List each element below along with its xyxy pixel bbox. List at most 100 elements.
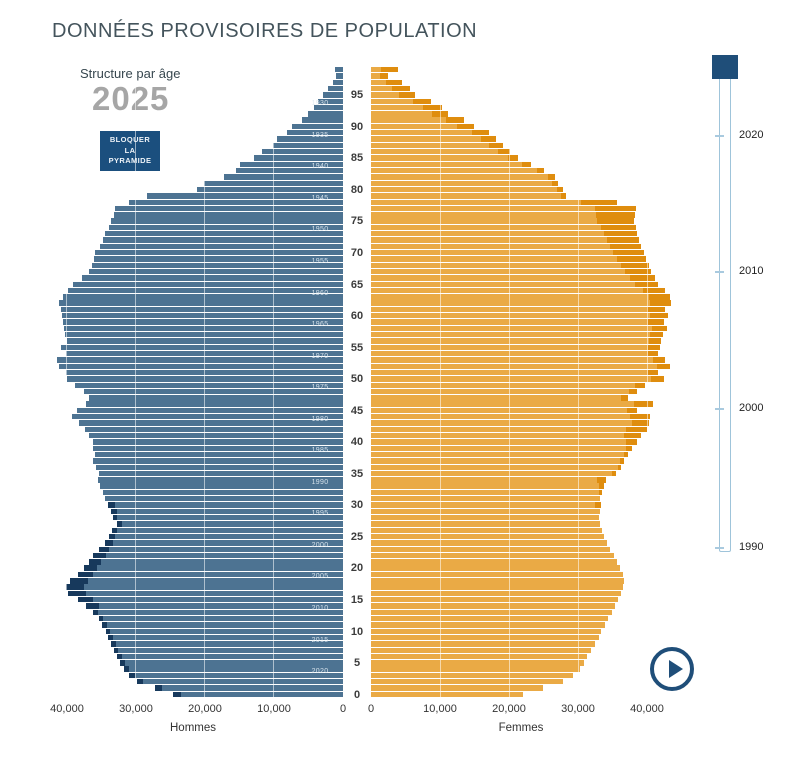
- bar-highlight-tip: [613, 249, 644, 256]
- birth-year-label-1940: 1940: [311, 163, 329, 171]
- birth-year-label-1995: 1995: [311, 510, 329, 518]
- bar-age-22: [93, 552, 343, 559]
- bar-age-80: [371, 186, 563, 193]
- birth-year-label-2020: 2020: [311, 668, 329, 676]
- bar-age-99: [371, 67, 398, 73]
- bar-age-82: [371, 174, 555, 180]
- age-tick-30: 30: [350, 499, 364, 512]
- bar-highlight-tip: [618, 464, 622, 470]
- bar-highlight-tip: [634, 281, 659, 287]
- bar-age-58: [371, 325, 667, 332]
- bar-age-92: [371, 111, 449, 117]
- age-tick-50: 50: [350, 373, 364, 386]
- bar-age-75: [371, 218, 634, 224]
- bar-highlight-tip: [626, 439, 637, 445]
- bar-age-41: [89, 432, 343, 439]
- bar-highlight-tip: [617, 256, 647, 262]
- bar-age-29: [371, 508, 601, 515]
- bar-age-60: [62, 313, 343, 319]
- bar-age-34: [98, 477, 343, 483]
- bar-highlight-tip: [647, 306, 665, 313]
- bar-age-5: [371, 660, 584, 666]
- gridline: [440, 67, 441, 698]
- bar-highlight-tip: [656, 363, 671, 369]
- lock-pyramid-button[interactable]: BLOQUER LA PYRAMIDE: [100, 131, 160, 171]
- bar-age-62: [59, 300, 343, 306]
- bar-age-96: [327, 85, 343, 92]
- bar-age-26: [111, 527, 343, 534]
- bar-highlight-tip: [629, 388, 638, 395]
- bar-age-18: [69, 578, 343, 584]
- bar-highlight-tip: [155, 685, 163, 691]
- bar-age-55: [371, 344, 661, 351]
- bar-highlight-tip: [136, 679, 143, 685]
- bar-highlight-tip: [117, 521, 123, 527]
- bar-age-51: [371, 369, 659, 376]
- bar-age-63: [62, 294, 343, 300]
- bar-age-4: [371, 666, 581, 672]
- x-tick-right-2: 20,000: [492, 703, 526, 715]
- birth-year-label-1945: 1945: [311, 194, 329, 202]
- birth-year-label-1930: 1930: [311, 100, 329, 108]
- timeline-slider-handle[interactable]: [712, 55, 738, 79]
- bar-age-76: [113, 212, 343, 218]
- bar-age-10: [371, 628, 601, 634]
- age-tick-35: 35: [350, 467, 364, 480]
- bar-age-14: [86, 603, 343, 609]
- bar-age-45: [77, 407, 343, 414]
- birth-year-label-1965: 1965: [311, 321, 329, 329]
- bar-age-23: [99, 546, 343, 552]
- bar-highlight-tip: [594, 502, 602, 508]
- bar-age-6: [371, 653, 587, 660]
- bar-highlight-tip: [111, 527, 117, 534]
- bar-age-64: [67, 287, 343, 294]
- bar-age-84: [371, 161, 532, 168]
- bar-highlight-tip: [98, 615, 103, 622]
- bar-age-28: [371, 515, 599, 521]
- bar-highlight-tip: [93, 609, 99, 616]
- bar-age-98: [371, 73, 389, 79]
- play-button[interactable]: [650, 647, 694, 691]
- x-tick-right-1: 10,000: [423, 703, 457, 715]
- bar-age-22: [371, 552, 614, 559]
- timeline-slider-track[interactable]: [719, 66, 731, 552]
- bar-age-84: [240, 161, 343, 168]
- birth-year-label-1955: 1955: [311, 257, 329, 265]
- bar-age-36: [95, 464, 343, 470]
- bar-highlight-tip: [603, 231, 638, 237]
- bar-age-47: [89, 395, 343, 401]
- age-tick-75: 75: [350, 215, 364, 228]
- bar-age-37: [371, 458, 625, 464]
- bar-highlight-tip: [536, 167, 545, 174]
- bar-age-8: [371, 641, 595, 647]
- bar-age-16: [371, 590, 621, 597]
- bar-age-98: [336, 73, 343, 79]
- bar-age-27: [117, 521, 343, 527]
- bar-age-70: [371, 249, 644, 256]
- bar-age-66: [371, 275, 655, 281]
- bar-age-77: [371, 205, 636, 212]
- bar-highlight-tip: [626, 407, 638, 414]
- bar-age-59: [62, 319, 343, 325]
- bar-age-60: [371, 313, 669, 319]
- birth-year-label-1980: 1980: [311, 415, 329, 423]
- bar-age-48: [84, 388, 343, 395]
- bar-age-54: [371, 350, 659, 357]
- bar-age-61: [60, 306, 343, 313]
- bar-age-31: [371, 496, 601, 502]
- bar-age-96: [371, 85, 411, 92]
- bar-age-1: [371, 685, 543, 691]
- age-tick-15: 15: [350, 594, 364, 607]
- bar-age-77: [115, 205, 343, 212]
- bar-highlight-tip: [111, 508, 118, 515]
- bar-age-75: [111, 218, 343, 224]
- bar-age-36: [371, 464, 622, 470]
- bar-age-91: [301, 117, 343, 123]
- bar-highlight-tip: [631, 420, 650, 426]
- bar-age-85: [254, 155, 343, 161]
- bar-age-82: [224, 174, 343, 180]
- bar-highlight-tip: [580, 199, 617, 205]
- age-tick-95: 95: [350, 89, 364, 102]
- bar-highlight-tip: [129, 672, 136, 679]
- timeline-tick-2020: [715, 135, 724, 137]
